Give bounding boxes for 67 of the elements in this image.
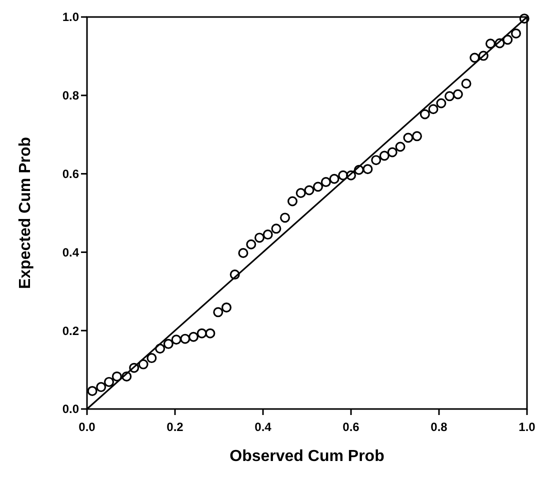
point: [254, 232, 264, 243]
point: [313, 182, 323, 192]
point: [205, 328, 216, 338]
point: [213, 307, 224, 318]
y-tick-label: 0.2: [62, 324, 80, 338]
x-tick-label: 0.0: [78, 420, 96, 434]
point: [87, 386, 98, 396]
x-axis-title: Observed Cum Prob: [230, 448, 385, 465]
y-axis-title: Expected Cum Prob: [17, 136, 34, 290]
point: [502, 34, 513, 45]
point: [180, 334, 190, 344]
point: [171, 334, 182, 345]
point: [304, 185, 314, 196]
y-tick-label: 0.4: [62, 245, 80, 260]
point: [271, 224, 282, 234]
point: [246, 239, 256, 250]
point: [346, 170, 356, 180]
point: [362, 164, 373, 174]
point: [461, 78, 472, 89]
point: [511, 28, 521, 38]
point: [129, 362, 140, 373]
y-tick-label: 1.0: [62, 10, 80, 24]
point: [485, 38, 496, 49]
point: [354, 164, 364, 175]
y-tick-label: 0.6: [62, 167, 80, 181]
point: [478, 50, 488, 61]
point: [338, 170, 348, 180]
point: [238, 248, 248, 258]
point: [329, 174, 340, 184]
x-tick-label: 0.4: [254, 420, 272, 434]
point: [146, 353, 157, 364]
x-tick-label: 1.0: [518, 420, 536, 434]
point: [196, 328, 207, 338]
point: [428, 104, 438, 114]
point: [230, 270, 240, 280]
point: [155, 344, 166, 354]
point: [138, 359, 148, 370]
point: [296, 188, 306, 198]
point: [96, 382, 106, 392]
point: [444, 91, 455, 102]
point: [395, 142, 406, 152]
point: [262, 230, 273, 240]
x-tick-label: 0.8: [430, 420, 448, 434]
x-tick-label: 0.2: [166, 420, 184, 434]
point: [412, 131, 422, 142]
point: [287, 196, 298, 206]
point: [403, 132, 414, 143]
point: [122, 371, 132, 382]
point: [436, 98, 446, 108]
point: [387, 147, 398, 158]
point: [280, 212, 290, 223]
point: [104, 376, 114, 387]
y-tick-label: 0.8: [62, 88, 80, 103]
point: [420, 109, 430, 120]
y-tick-label: 0.0: [62, 402, 80, 416]
point: [452, 89, 463, 100]
point: [112, 371, 122, 382]
point: [494, 38, 505, 48]
point: [221, 302, 232, 312]
point: [371, 155, 382, 166]
point: [379, 150, 390, 161]
point: [470, 52, 480, 63]
point: [188, 332, 198, 342]
point: [163, 338, 174, 349]
point: [320, 177, 331, 188]
x-tick-label: 0.6: [342, 420, 360, 434]
point: [519, 14, 530, 24]
